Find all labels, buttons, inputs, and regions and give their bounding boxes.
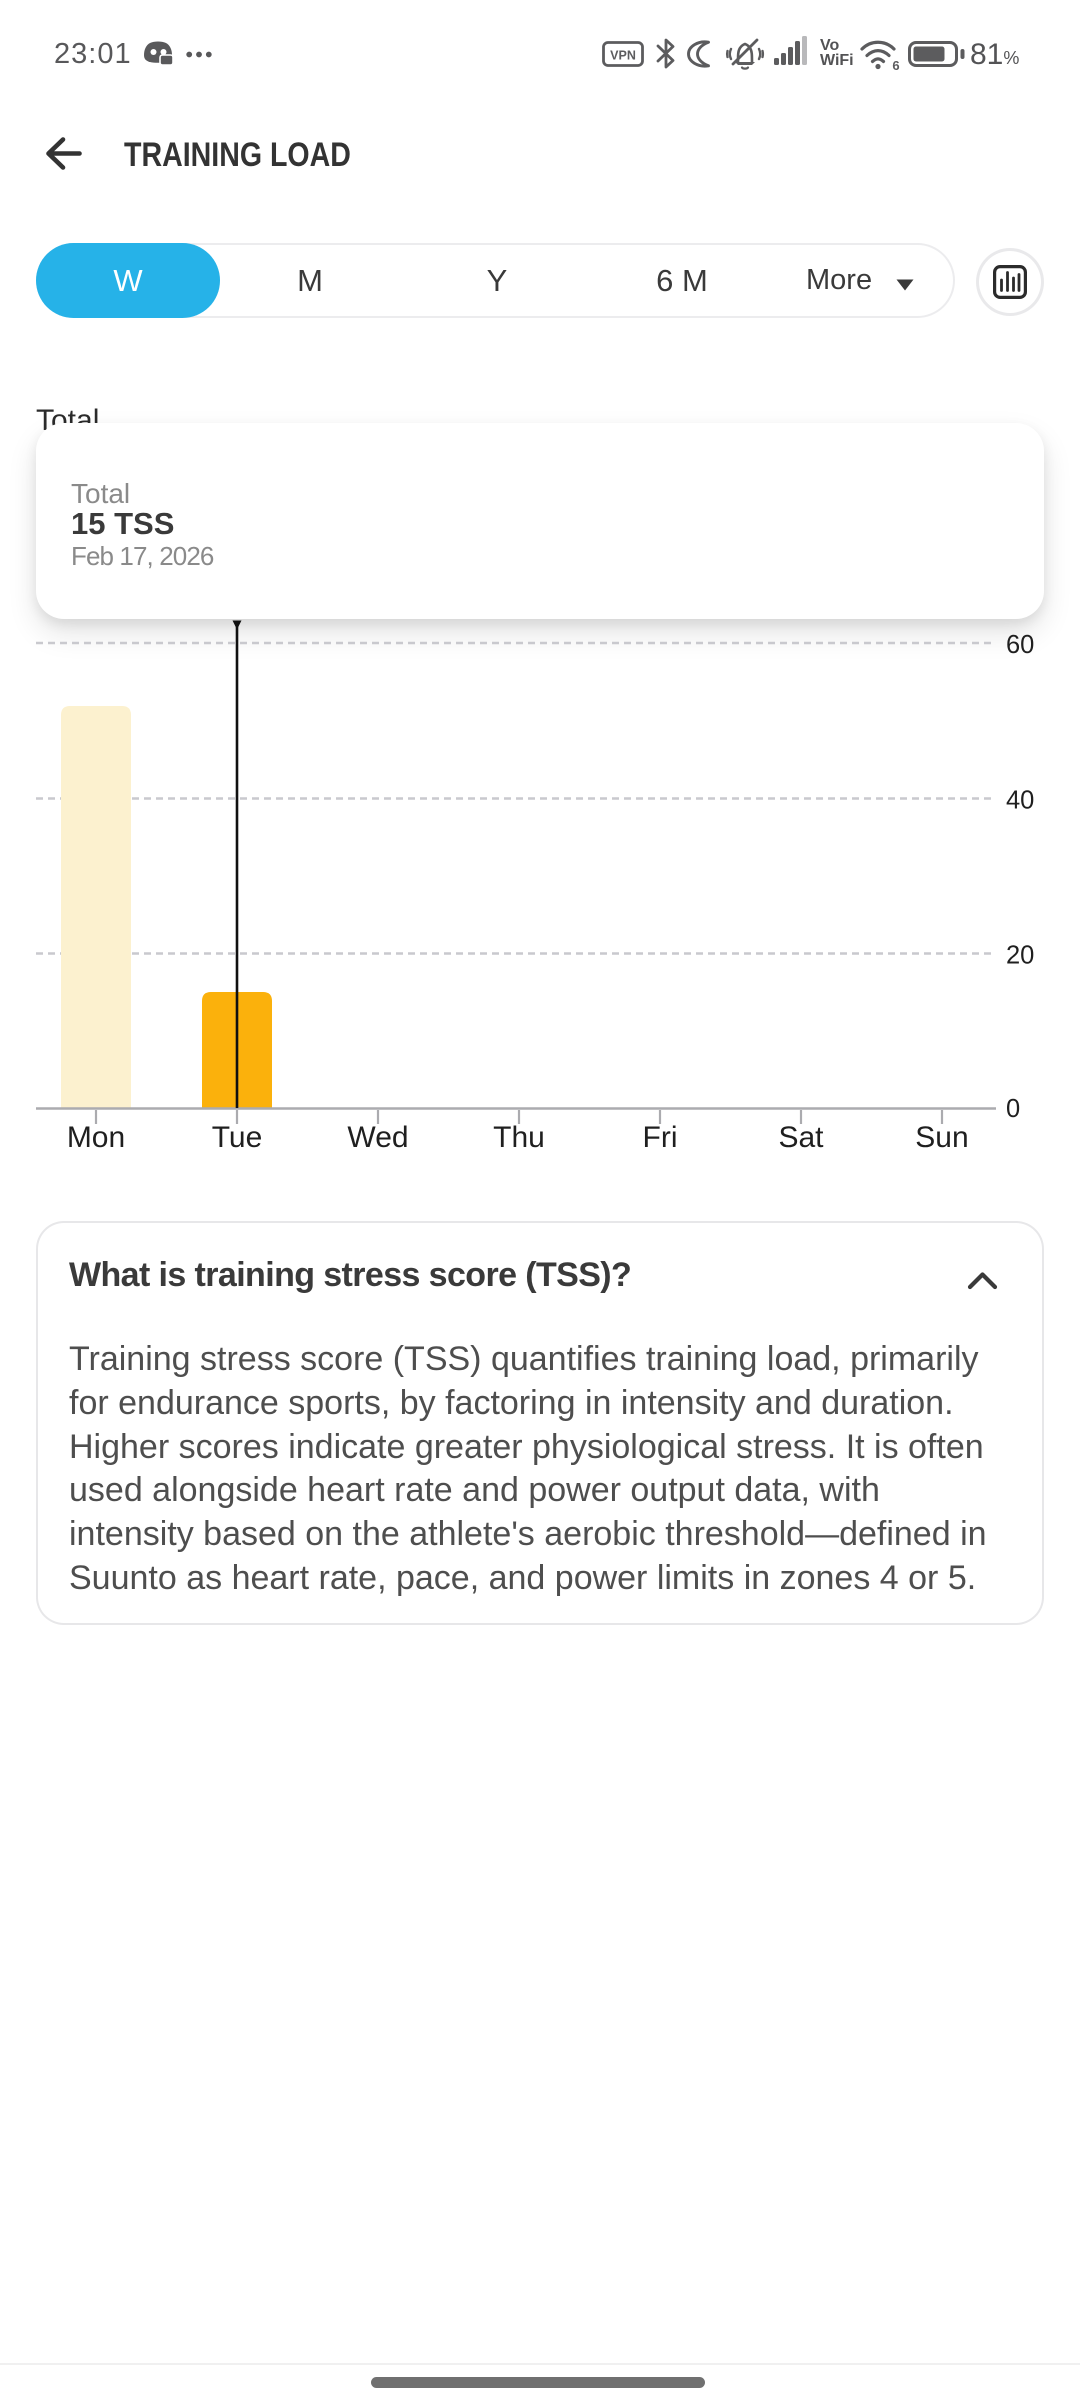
svg-text:VPN: VPN xyxy=(610,49,636,63)
svg-text:Sun: Sun xyxy=(915,1121,968,1154)
svg-text:60: 60 xyxy=(1006,631,1034,659)
svg-text:0: 0 xyxy=(1006,1095,1020,1123)
svg-text:20: 20 xyxy=(1006,942,1034,970)
svg-text:Wed: Wed xyxy=(347,1121,408,1154)
svg-text:6: 6 xyxy=(892,58,899,71)
svg-text:40: 40 xyxy=(1006,787,1034,815)
svg-text:Mon: Mon xyxy=(67,1121,125,1154)
svg-text:Sat: Sat xyxy=(778,1121,824,1154)
svg-text:Thu: Thu xyxy=(493,1121,545,1154)
svg-text:Tue: Tue xyxy=(212,1121,263,1154)
svg-text:Fri: Fri xyxy=(643,1121,678,1154)
